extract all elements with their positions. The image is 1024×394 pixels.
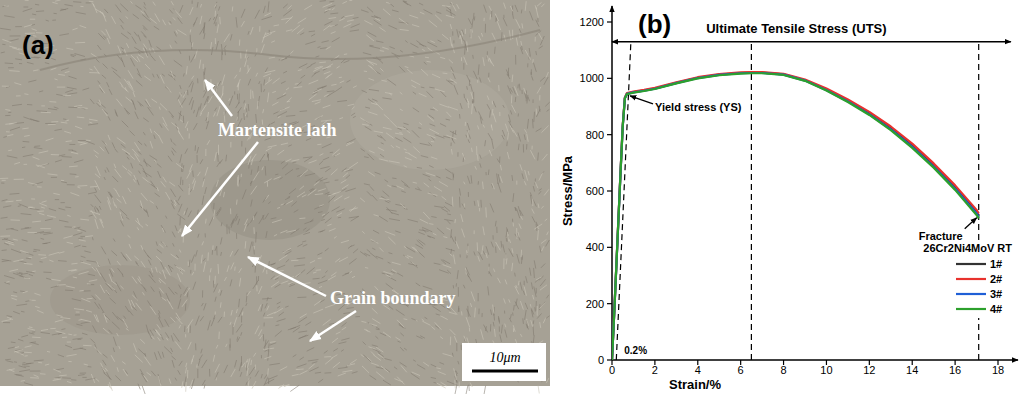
scale-bar: [472, 370, 538, 373]
x-tick-label: 0: [609, 364, 615, 376]
pointer-arrow: [310, 311, 356, 341]
x-tick-label: 4: [695, 364, 701, 376]
texture-dark: [0, 0, 550, 394]
y-tick-label: 1200: [580, 16, 604, 28]
y-tick-label: 200: [586, 298, 604, 310]
y-tick: [607, 78, 612, 79]
y-tick: [607, 359, 612, 360]
scale-bar-label: 10μm: [489, 350, 520, 365]
micrograph-texture: [0, 0, 550, 394]
x-tick-label: 6: [738, 364, 744, 376]
x-tick-label: 14: [906, 364, 918, 376]
legend: 26Cr2Ni4MoV RT 1# 2# 3# 4#: [920, 240, 1018, 318]
y-tick-label: 400: [586, 241, 604, 253]
y-tick-label: 0: [598, 354, 604, 366]
y-tick-label: 600: [586, 185, 604, 197]
y-tick-label: 1000: [580, 72, 604, 84]
x-tick-label: 18: [992, 364, 1004, 376]
legend-label: 1#: [990, 258, 1002, 270]
x-tick-label: 12: [863, 364, 875, 376]
y-tick: [607, 134, 612, 135]
y-tick: [607, 21, 612, 22]
texture-boundary: [40, 30, 540, 70]
panel-label: (a): [22, 30, 54, 60]
y-axis: [611, 6, 613, 360]
uts-span-arrow: [612, 41, 1011, 43]
y-tick: [607, 190, 612, 191]
x-tick-label: 2: [652, 364, 658, 376]
legend-swatch: [956, 278, 986, 280]
x-tick-label: 16: [949, 364, 961, 376]
legend-swatch: [956, 308, 986, 310]
texture-blotch: [350, 70, 510, 170]
chart-panel: 0 200 400 600 800 1000 1200 0 2 4 6 8 10 12 14 16 18 Stre…: [560, 6, 1018, 392]
uts-guide: [751, 42, 752, 360]
micrograph-panel: (a) Martensite lath Grain boundary 10μm: [0, 0, 550, 394]
fracture-label: Fracture: [919, 230, 963, 242]
ys-label: Yield stress (YS): [655, 101, 742, 113]
scale-bar-box: [462, 343, 546, 381]
micrograph-label: Martensite lath: [218, 120, 336, 140]
pointer-arrow: [182, 142, 258, 236]
legend-swatch: [956, 293, 986, 295]
texture-light: [0, 0, 549, 394]
legend-background: [920, 240, 1018, 318]
legend-title: 26Cr2Ni4MoV RT: [923, 242, 1012, 254]
y-tick: [607, 247, 612, 248]
x-tick-label: 10: [820, 364, 832, 376]
y-tick-label: 800: [586, 129, 604, 141]
pointer-arrow: [205, 80, 232, 116]
legend-label: 2#: [990, 273, 1002, 285]
legend-swatch: [956, 263, 986, 265]
pointer-arrow: [248, 257, 326, 296]
y-axis-title: Stress/MPa: [560, 155, 575, 226]
x-tick-label: 8: [780, 364, 786, 376]
figure: (a)Martensite lathGrain boundary10μm0200…: [0, 0, 1024, 394]
ys-arrow: [630, 96, 653, 104]
panel-label: (b): [638, 9, 671, 39]
micrograph-label: Grain boundary: [330, 288, 456, 308]
offset-label: 0.2%: [624, 345, 647, 356]
page: {"micrograph": {"panel_label": "(a)", "l…: [0, 0, 1024, 394]
fracture-arrow: [965, 218, 977, 229]
x-axis-title: Strain/%: [669, 377, 721, 392]
y-tick: [607, 303, 612, 304]
legend-label: 3#: [990, 288, 1002, 300]
micrograph-ground: [0, 0, 550, 386]
legend-label: 4#: [990, 303, 1002, 315]
texture-blotch: [210, 160, 330, 240]
uts-label: Ultimate Tensile Stress (UTS): [706, 21, 886, 36]
x-axis: [612, 359, 1018, 361]
